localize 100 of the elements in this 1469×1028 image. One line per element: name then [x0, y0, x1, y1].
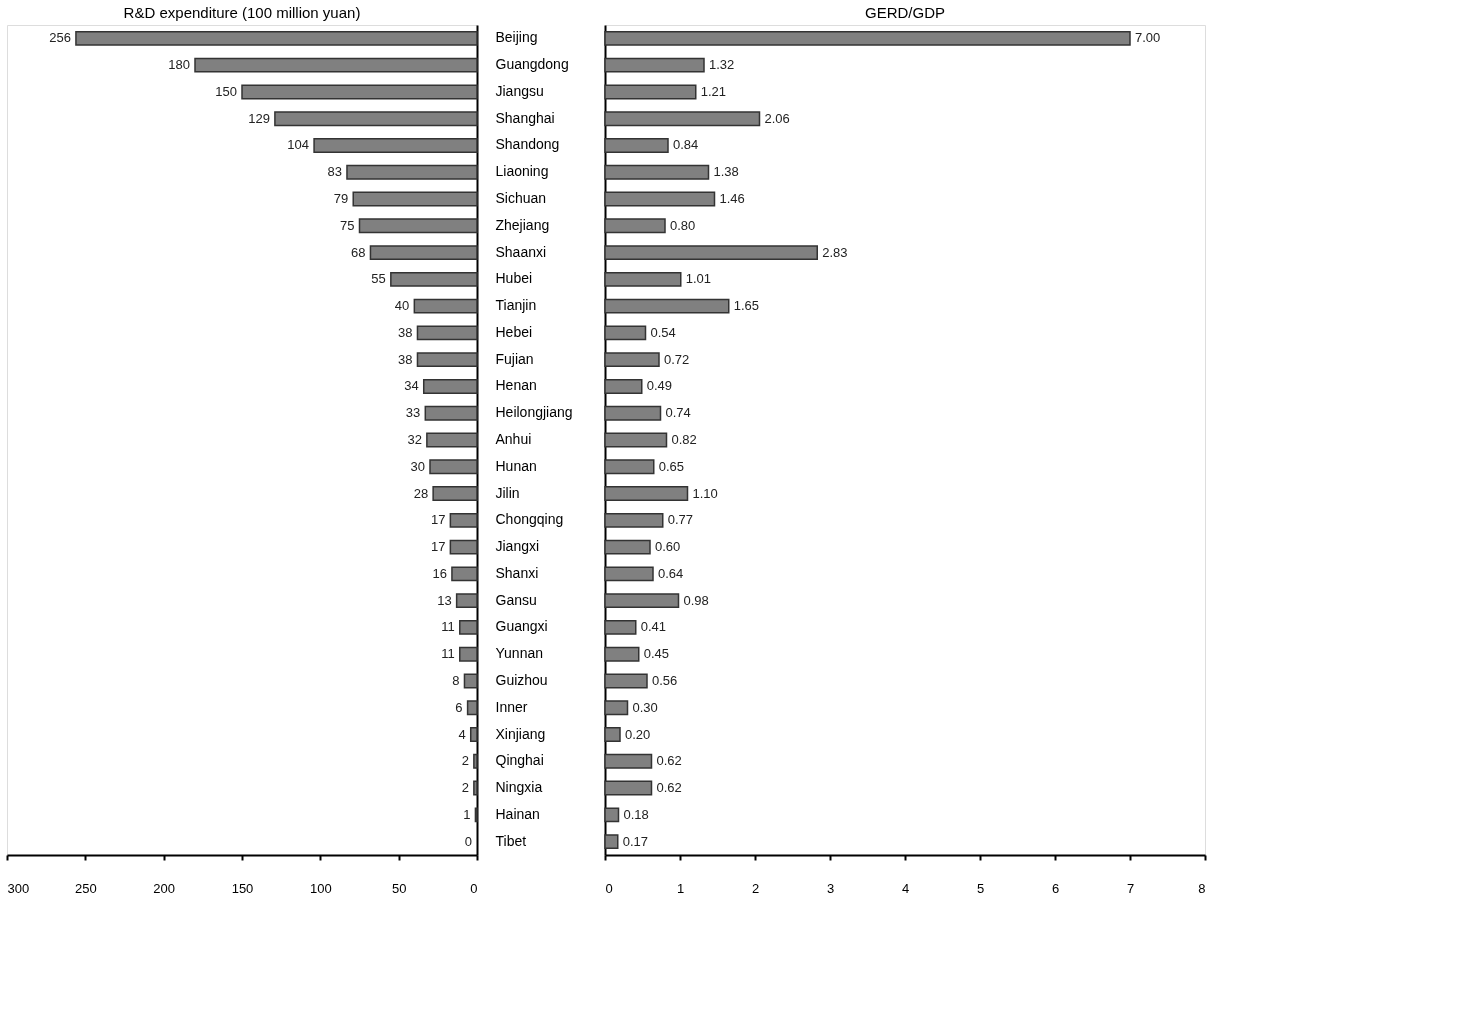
data-label: 256: [49, 30, 71, 46]
data-label: 1.46: [719, 191, 745, 207]
bar: [194, 57, 478, 73]
data-label: 0.30: [632, 699, 658, 715]
bar: [604, 164, 710, 180]
bar: [604, 619, 637, 635]
bar: [413, 298, 478, 314]
data-label: 0.60: [655, 539, 681, 555]
data-label: 0.62: [656, 780, 682, 796]
bar: [604, 191, 716, 207]
data-label: 4: [458, 726, 466, 742]
data-label: 8: [452, 672, 460, 688]
data-label: 32: [407, 432, 422, 447]
x-tick-label: 4: [901, 880, 910, 896]
y-tick-label: Shanxi: [495, 564, 539, 581]
data-label: 17: [430, 539, 446, 555]
x-tick-label: 5: [976, 880, 985, 896]
bar: [313, 138, 478, 153]
y-tick-label: Xinjiang: [495, 725, 546, 742]
bar: [390, 271, 478, 287]
x-tick-label: 8: [1198, 880, 1206, 896]
data-label: 79: [333, 191, 349, 207]
data-label: 83: [327, 164, 342, 180]
y-tick-label: Sichuan: [495, 190, 547, 207]
bar: [604, 352, 660, 368]
x-tick-label: 250: [74, 880, 97, 896]
data-label: 0.41: [640, 619, 667, 635]
bar: [449, 512, 478, 528]
y-tick-label: Heilongjiang: [495, 404, 573, 421]
bar: [604, 298, 730, 314]
y-tick-label: Chongqing: [495, 511, 564, 528]
data-label: 150: [215, 83, 237, 99]
data-label: 0.72: [664, 351, 690, 367]
bar: [604, 432, 668, 448]
data-label: 1.65: [733, 298, 760, 314]
bar: [604, 700, 629, 716]
y-tick-label: Guizhou: [495, 671, 548, 688]
data-label: 1.38: [713, 164, 739, 180]
y-tick-label: Hebei: [495, 323, 533, 340]
data-label: 0.62: [656, 753, 682, 769]
y-tick-label: Hunan: [495, 457, 537, 474]
data-label: 30: [410, 458, 425, 474]
y-tick-label: Henan: [495, 377, 537, 394]
bar: [604, 405, 662, 421]
bar: [358, 218, 478, 234]
bar: [604, 753, 653, 769]
y-tick-label: Liaoning: [495, 163, 549, 180]
bar: [604, 807, 620, 823]
y-tick-label: Hainan: [495, 805, 540, 822]
x-tick-label: 150: [231, 880, 254, 896]
y-tick-label: Shandong: [495, 136, 560, 153]
bar: [422, 379, 478, 394]
y-tick-label: Shanghai: [495, 109, 555, 126]
y-tick-label: Anhui: [495, 431, 532, 447]
y-tick-label: Hubei: [495, 270, 533, 287]
data-label: 1.01: [685, 271, 712, 287]
bar: [451, 566, 478, 582]
data-label: 0.65: [658, 458, 685, 474]
bar: [346, 164, 478, 180]
data-label: 180: [168, 57, 190, 73]
bar: [463, 673, 478, 689]
data-label: 11: [441, 619, 455, 635]
data-label: 1: [463, 806, 471, 822]
chart-title: R&D expenditure (100 million yuan): [123, 4, 361, 21]
data-label: 0.80: [670, 217, 696, 233]
bar: [432, 486, 478, 501]
data-label: 0.82: [671, 432, 697, 447]
bar: [459, 619, 478, 635]
data-label: 2.06: [764, 110, 790, 126]
bar: [426, 432, 478, 448]
bar: [455, 593, 478, 609]
y-tick-label: Qinghai: [495, 752, 544, 769]
data-label: 13: [437, 592, 452, 608]
bar: [604, 459, 655, 475]
bar: [449, 539, 478, 555]
bar: [604, 30, 1131, 46]
x-tick-label: 2: [751, 880, 760, 896]
data-label: 0.18: [623, 806, 649, 822]
bar: [352, 191, 478, 207]
chart-title: GERD/GDP: [864, 4, 946, 21]
bar: [604, 727, 621, 742]
data-label: 0.17: [622, 833, 649, 849]
data-label: 129: [248, 110, 270, 126]
bar: [604, 646, 640, 662]
y-tick-label: Beijing: [495, 29, 538, 46]
y-tick-label: Fujian: [495, 350, 534, 367]
y-tick-label: Shaanxi: [495, 243, 547, 260]
y-tick-label: Jilin: [495, 484, 520, 501]
data-label: 0.74: [665, 405, 691, 421]
data-label: 0.77: [667, 512, 694, 528]
data-label: 0.49: [646, 378, 673, 394]
bar: [604, 111, 761, 127]
y-tick-label: Ningxia: [495, 779, 543, 796]
y-tick-label: Guangdong: [495, 56, 569, 73]
y-tick-label: Jiangsu: [495, 82, 544, 99]
bar: [604, 673, 648, 689]
bar: [604, 512, 664, 528]
data-label: 55: [371, 271, 386, 287]
bar: [604, 379, 643, 394]
bar: [604, 539, 651, 555]
